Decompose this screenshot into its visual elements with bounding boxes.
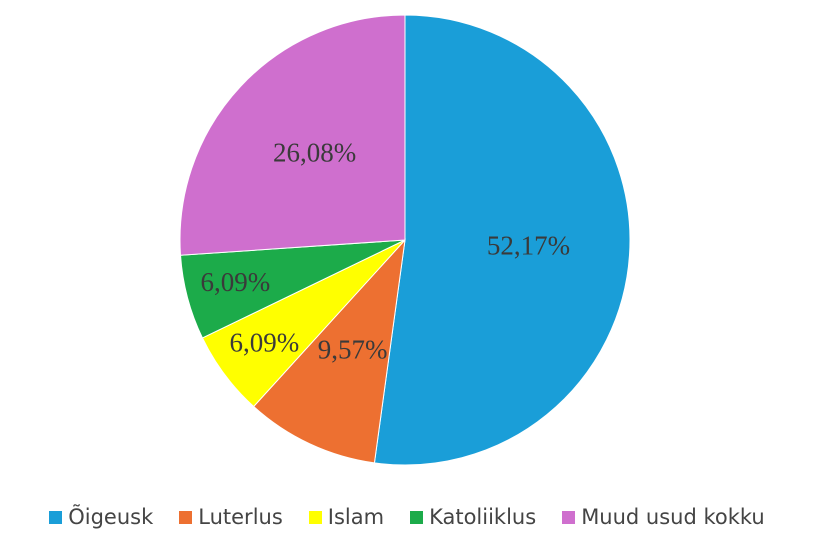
legend: Õigeusk Luterlus Islam Katoliiklus Muud usud… xyxy=(0,505,814,529)
data-label: 9,57% xyxy=(318,334,388,364)
data-label: 6,09% xyxy=(230,327,300,357)
legend-item: Islam xyxy=(308,505,385,529)
pie-area: 52,17% 9,57% 6,09% 6,09% 26,08% xyxy=(179,14,631,466)
legend-label: Muud usud kokku xyxy=(581,505,765,529)
legend-label: Katoliiklus xyxy=(429,505,537,529)
pie-slice xyxy=(373,14,631,466)
legend-item: Katoliiklus xyxy=(410,505,536,529)
legend-swatch xyxy=(410,510,424,524)
data-label: 52,17% xyxy=(487,231,570,261)
data-label: 26,08% xyxy=(273,138,356,168)
legend-item: Luterlus xyxy=(179,505,283,529)
pie-slice xyxy=(179,14,406,256)
legend-label: Luterlus xyxy=(198,505,283,529)
pie-slice xyxy=(252,238,406,464)
legend-label: Islam xyxy=(327,505,385,529)
legend-swatch xyxy=(562,510,576,524)
legend-swatch xyxy=(179,510,193,524)
legend-swatch xyxy=(49,510,63,524)
legend-item: Õigeusk xyxy=(49,505,153,529)
data-label: 6,09% xyxy=(200,267,270,297)
legend-swatch xyxy=(308,510,322,524)
legend-item: Muud usud kokku xyxy=(562,505,765,529)
legend-label: Õigeusk xyxy=(68,505,154,529)
